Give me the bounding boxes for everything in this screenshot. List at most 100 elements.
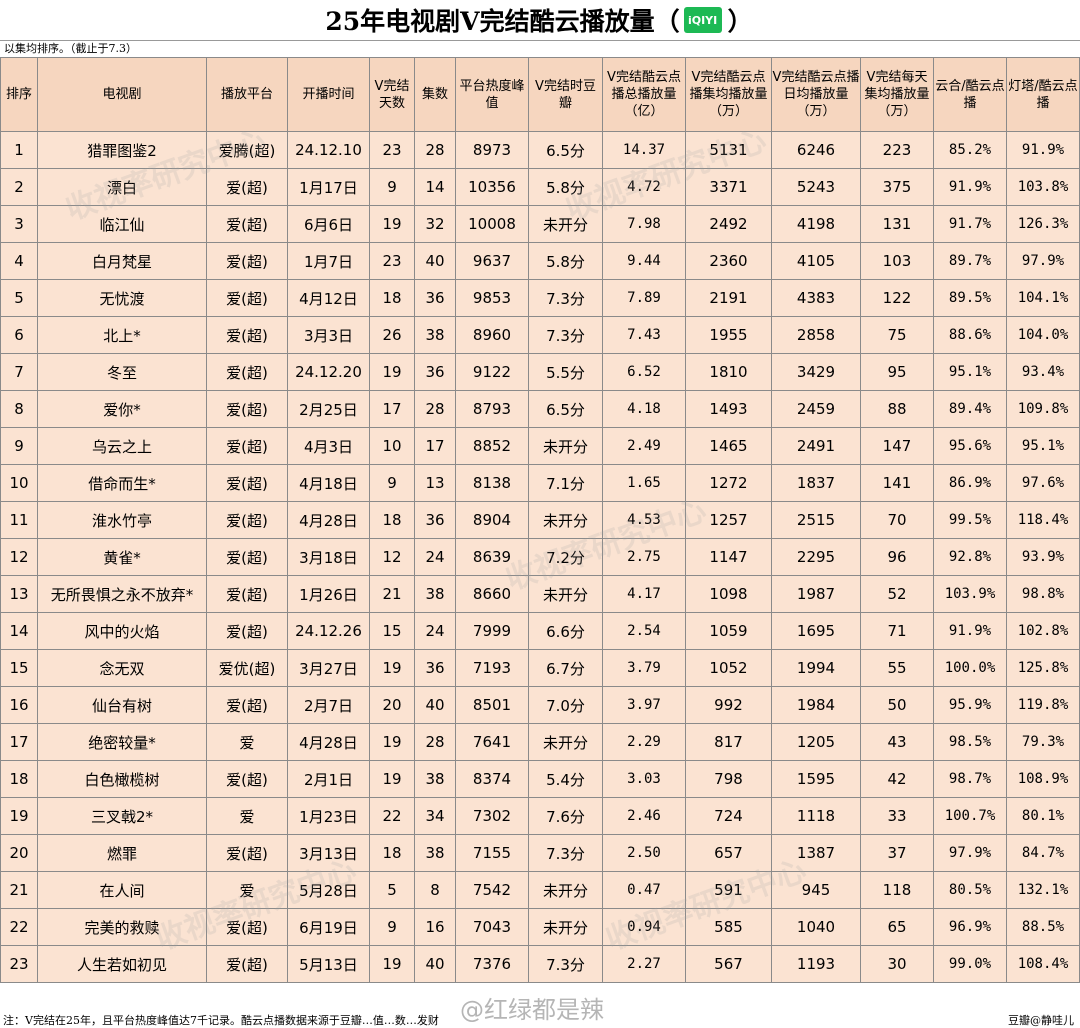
table-cell: 89.7% [933,242,1007,280]
table-cell: 爱(超) [206,945,288,983]
table-cell: 1月23日 [287,797,370,835]
column-header: 平台热度峰值 [455,57,529,132]
table-cell: 爱 [206,871,288,909]
table-cell: 9 [369,464,415,502]
table-cell: 5 [0,279,38,317]
table-cell: 2360 [685,242,772,280]
table-cell: 40 [414,945,456,983]
column-header: V完结酷云点播集均播放量（万） [685,57,772,132]
table-row: 4 白月梵星 爱(超) 1月7日 23 40 9637 5.8分 9.44 2360 4105 103… [0,242,1080,280]
table-row: 18 白色橄榄树 爱(超) 2月1日 19 38 8374 5.4分 3.03 798 1595 42… [0,760,1080,798]
table-cell: 2月1日 [287,760,370,798]
table-cell: 33 [860,797,934,835]
table-cell: 36 [414,501,456,539]
table-cell: 2515 [771,501,861,539]
table-cell: 93.9% [1006,538,1080,576]
column-header: 排序 [0,57,38,132]
table-cell: 80.1% [1006,797,1080,835]
table-cell: 8 [0,390,38,428]
table-cell: 817 [685,723,772,761]
table-cell: 4.53 [602,501,686,539]
table-cell: 97.6% [1006,464,1080,502]
table-cell: 14.37 [602,131,686,169]
footer: 注：V完结在25年，且平台热度峰值达7千记录。酷云点播数据来源于豆瓣…值…数…发… [0,1014,1080,1028]
table-cell: 4 [0,242,38,280]
table-cell: 109.8% [1006,390,1080,428]
table-cell: 仙台有树 [37,686,207,724]
table-cell: 1837 [771,464,861,502]
table-cell: 724 [685,797,772,835]
title-close: ） [727,7,753,36]
table-cell: 23 [0,945,38,983]
table-cell: 70 [860,501,934,539]
table-cell: 18 [369,279,415,317]
table-cell: 96 [860,538,934,576]
table-cell: 5月13日 [287,945,370,983]
title-text: 25年电视剧V完结酷云播放量（ [325,7,680,36]
table-cell: 11 [0,501,38,539]
table-cell: 131 [860,205,934,243]
table-cell: 12 [369,538,415,576]
table-cell: 10 [0,464,38,502]
table-cell: 2.27 [602,945,686,983]
table-cell: 7.1分 [528,464,603,502]
table-cell: 3.97 [602,686,686,724]
table-cell: 1810 [685,353,772,391]
table-cell: 14 [414,168,456,206]
table-row: 9 乌云之上 爱(超) 4月3日 10 17 8852 未开分 2.49 1465 2491 147 9… [0,427,1080,465]
table-cell: 爱(超) [206,242,288,280]
table-cell: 28 [414,390,456,428]
table-cell: 6246 [771,131,861,169]
table-cell: 15 [369,612,415,650]
table-cell: 未开分 [528,871,603,909]
table-cell: 7.3分 [528,279,603,317]
table-cell: 5.8分 [528,168,603,206]
table-cell: 爱 [206,723,288,761]
table-cell: 97.9% [1006,242,1080,280]
table-cell: 三叉戟2* [37,797,207,835]
table-cell: 2 [0,168,38,206]
table-cell: 95.9% [933,686,1007,724]
table-row: 11 淮水竹亭 爱(超) 4月28日 18 36 8904 未开分 4.53 1257 2515 70… [0,501,1080,539]
table-cell: 猎罪图鉴2 [37,131,207,169]
table-cell: 798 [685,760,772,798]
table-cell: 1098 [685,575,772,613]
table-cell: 36 [414,279,456,317]
table-cell: 无忧渡 [37,279,207,317]
table-cell: 99.5% [933,501,1007,539]
table-cell: 5.8分 [528,242,603,280]
table-cell: 1257 [685,501,772,539]
table-cell: 102.8% [1006,612,1080,650]
sort-note: 以集均排序。（截止于7.3） [4,42,137,55]
table-cell: 8138 [455,464,529,502]
table-cell: 18 [369,501,415,539]
column-header: 集数 [414,57,456,132]
table-cell: 141 [860,464,934,502]
table-row: 23 人生若如初见 爱(超) 5月13日 19 40 7376 7.3分 2.27 567 1193… [0,945,1080,983]
table-cell: 19 [369,760,415,798]
table-cell: 4月18日 [287,464,370,502]
table-cell: 1465 [685,427,772,465]
table-cell: 4.17 [602,575,686,613]
table-cell: 99.0% [933,945,1007,983]
table-row: 19 三叉戟2* 爱 1月23日 22 34 7302 7.6分 2.46 724 1118 33 10… [0,797,1080,835]
table-cell: 1272 [685,464,772,502]
table-cell: 100.0% [933,649,1007,687]
column-header: V完结酷云点播总播放量（亿） [602,57,686,132]
table-header-row: 排序 电视剧 播放平台 开播时间 V完结天数 集数 平台热度峰值 V完结时豆瓣 V完结酷云点播总… [0,57,1080,132]
table-body: 1 猎罪图鉴2 爱腾(超) 24.12.10 23 28 8973 6.5分 14.37 5131… [0,131,1080,983]
table-cell: 7.43 [602,316,686,354]
table-cell: 6.5分 [528,390,603,428]
column-header: 电视剧 [37,57,207,132]
table-cell: 1193 [771,945,861,983]
table-cell: 爱(超) [206,168,288,206]
table-cell: 北上* [37,316,207,354]
table-cell: 爱(超) [206,575,288,613]
table-cell: 4.18 [602,390,686,428]
table-cell: 13 [0,575,38,613]
table-cell: 585 [685,908,772,946]
table-cell: 未开分 [528,723,603,761]
table-cell: 1955 [685,316,772,354]
table-cell: 18 [369,834,415,872]
table-cell: 5243 [771,168,861,206]
